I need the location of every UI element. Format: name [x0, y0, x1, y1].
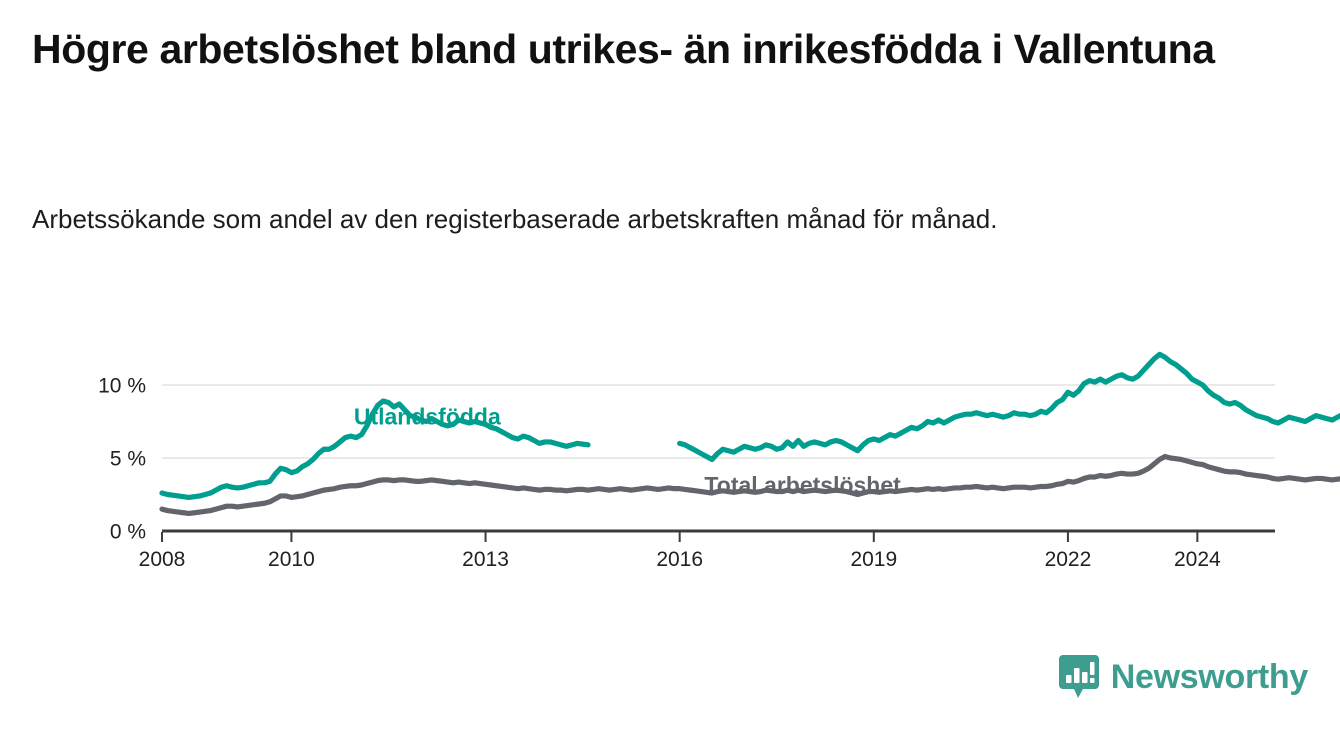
- x-axis-tick-label: 2016: [656, 548, 703, 571]
- x-axis-tick-label: 2013: [462, 548, 509, 571]
- line-chart: 0 %5 %10 %20082010201320162019202220248,…: [98, 351, 1340, 571]
- x-axis-tick-label: 2024: [1174, 548, 1221, 571]
- series-line-1: [159, 398, 591, 501]
- series-line-2: [159, 453, 1340, 517]
- y-axis-tick-label: 5 %: [110, 448, 146, 471]
- chart-container: 0 %5 %10 %20082010201320162019202220248,…: [0, 330, 1340, 590]
- newsworthy-logo: Newsworthy: [1058, 654, 1308, 700]
- series-name-label-1: Utlandsfödda: [354, 403, 501, 429]
- x-axis-tick-label: 2008: [139, 548, 186, 571]
- x-axis-tick-label: 2019: [850, 548, 897, 571]
- x-axis-tick-label: 2022: [1045, 548, 1092, 571]
- page-subtitle: Arbetssökande som andel av den registerb…: [32, 204, 998, 234]
- series-line-1: [677, 351, 1340, 463]
- y-axis-tick-label: 0 %: [110, 521, 146, 544]
- series-name-label-2: Total arbetslöshet: [704, 472, 901, 498]
- y-axis-tick-label: 10 %: [98, 375, 146, 398]
- bar-chart-speech-bubble-icon: [1058, 655, 1099, 698]
- page-title: Högre arbetslöshet bland utrikes- än inr…: [32, 26, 1215, 72]
- x-axis-tick-label: 2010: [268, 548, 315, 571]
- logo-wordmark: Newsworthy: [1110, 658, 1309, 696]
